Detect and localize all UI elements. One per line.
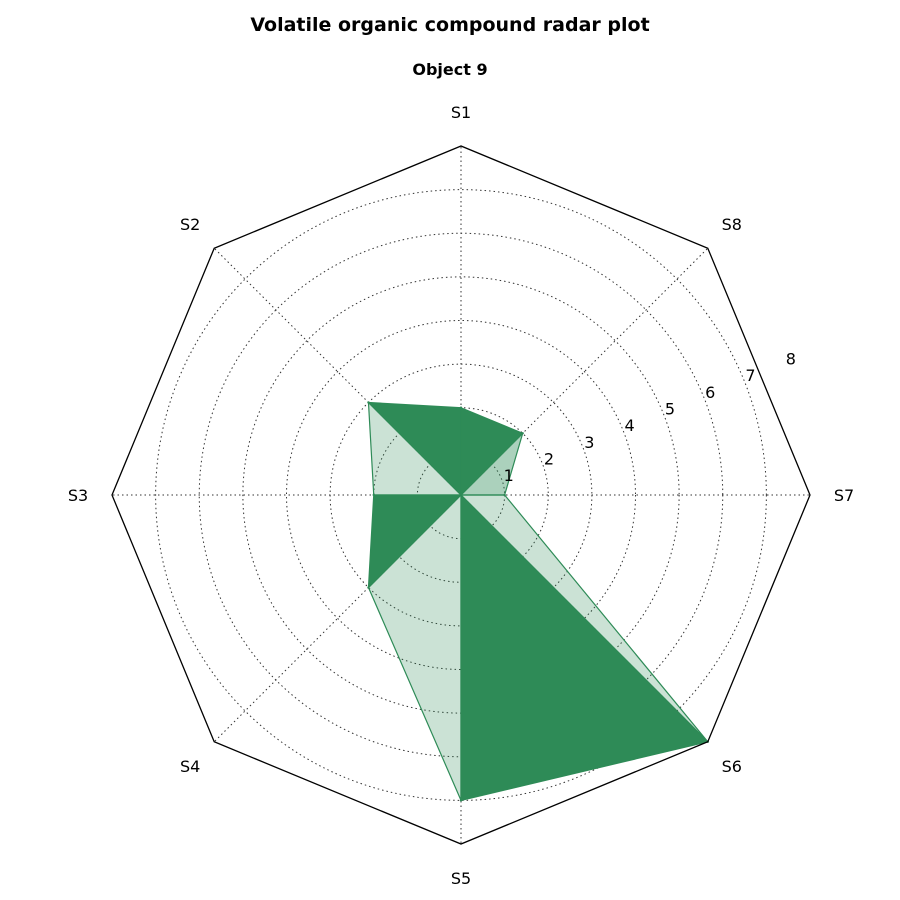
- data-point-s2: [367, 401, 370, 404]
- chart-subtitle: Object 9: [412, 60, 488, 79]
- data-point-s5: [459, 799, 463, 802]
- radial-tick-label: 6: [705, 383, 715, 402]
- radial-tick-label: 8: [786, 349, 796, 368]
- data-point-s8: [521, 432, 524, 435]
- data-point-s3: [372, 493, 375, 497]
- data-sector-s5-s6: [460, 494, 709, 801]
- chart-title: Volatile organic compound radar plot: [250, 14, 650, 36]
- data-point-s7: [503, 493, 506, 497]
- radial-tick-label: 5: [665, 399, 675, 418]
- axis-label-s7: S7: [834, 486, 854, 505]
- outer-frame: [111, 145, 811, 845]
- radial-tick-label: 1: [504, 466, 514, 485]
- data-point-s4: [367, 586, 370, 589]
- axis-label-s6: S6: [722, 757, 742, 776]
- axis-label-s5: S5: [451, 869, 471, 888]
- radial-tick-label: 7: [745, 366, 755, 385]
- axis-label-s1: S1: [451, 103, 471, 122]
- radial-tick-label: 4: [625, 416, 635, 435]
- axis-label-s4: S4: [180, 757, 200, 776]
- data-sector-s8-s1: [460, 407, 524, 496]
- axis-label-s8: S8: [722, 215, 742, 234]
- data-point-s1: [459, 406, 463, 409]
- radial-gridline: [155, 189, 767, 801]
- radial-tick-label: 2: [544, 450, 554, 469]
- radial-gridline: [286, 320, 636, 670]
- radial-tick-label: 3: [584, 433, 594, 452]
- axis-label-s2: S2: [180, 215, 200, 234]
- axis-label-s3: S3: [68, 486, 88, 505]
